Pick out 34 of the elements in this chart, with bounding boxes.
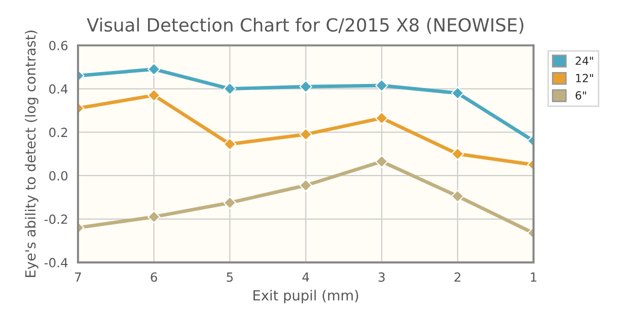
legend-label: 12" (576, 74, 594, 82)
x-tick-label: 4 (302, 272, 310, 282)
y-tick-label: -0.4 (44, 258, 68, 268)
x-tick-label: 6 (150, 272, 158, 282)
y-tick-label: 0.2 (49, 128, 68, 138)
x-tick-label: 2 (454, 272, 460, 282)
point (223, 138, 236, 151)
point (451, 147, 464, 160)
legend-label: 6" (576, 91, 586, 100)
y-tick-label: 0.0 (49, 171, 68, 181)
x-tick-label: 3 (378, 272, 385, 282)
chart-title: Visual Detection Chart for C/2015 X8 (NEOWISE) (86, 18, 524, 34)
point (148, 88, 160, 102)
y-tick-label: 0.4 (49, 84, 68, 94)
point (148, 62, 160, 76)
point (299, 128, 312, 141)
point (451, 190, 464, 203)
x-tick-label: 5 (226, 272, 233, 282)
point (299, 80, 312, 94)
y-tick-label: 0.6 (49, 40, 68, 50)
legend-label: 24" (576, 56, 594, 65)
y-tick-label: -0.2 (44, 214, 68, 224)
y-axis-title: Eye's ability to detect (log contrast) (24, 30, 38, 277)
point (223, 82, 236, 96)
point (375, 112, 388, 124)
point (223, 196, 236, 210)
point (451, 86, 464, 100)
x-tick-label: 7 (75, 272, 81, 282)
point (375, 79, 388, 92)
x-tick-label: 1 (530, 272, 536, 282)
x-axis-title: Exit pupil (mm) (254, 290, 358, 304)
point (299, 178, 312, 192)
point (148, 210, 160, 224)
point (375, 155, 388, 168)
